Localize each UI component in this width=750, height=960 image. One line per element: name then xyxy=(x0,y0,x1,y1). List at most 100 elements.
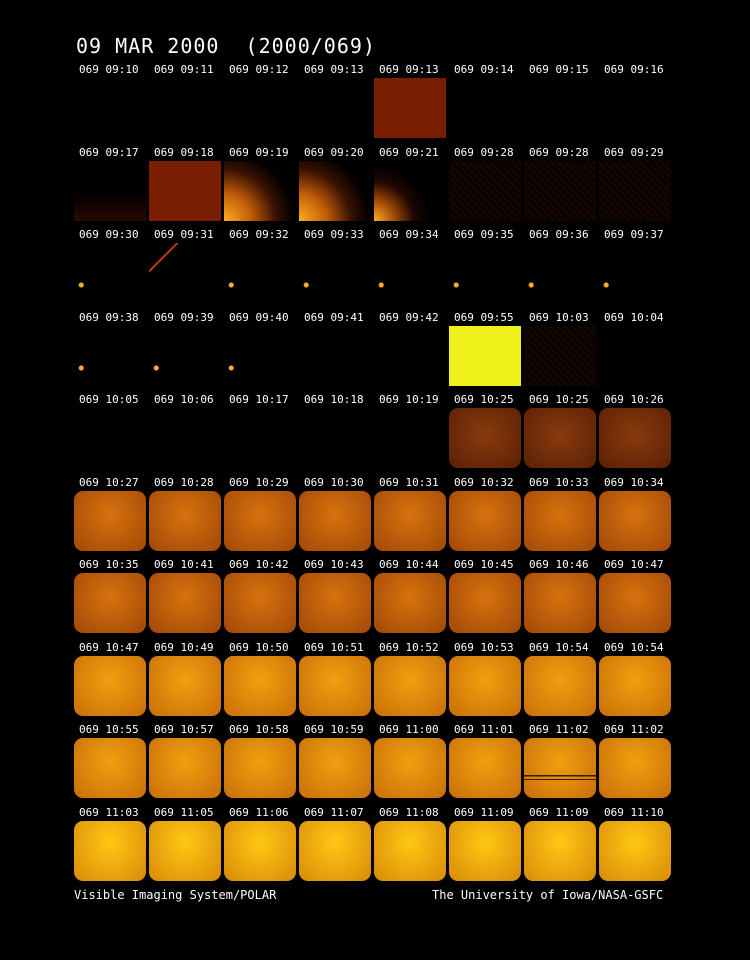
timestamp-label: 069 09:21 xyxy=(379,145,439,159)
camera-frame xyxy=(374,738,446,798)
image-cell: 069 10:35 xyxy=(74,558,149,640)
timestamp-label: 069 09:39 xyxy=(154,310,214,324)
timestamp-label: 069 11:02 xyxy=(604,723,664,736)
image-cell: 069 10:05 xyxy=(74,393,149,475)
image-cell: 069 10:50 xyxy=(224,641,299,723)
image-cell: 069 11:00 xyxy=(374,723,449,805)
camera-frame xyxy=(299,738,371,798)
image-cell: 069 09:13 xyxy=(299,63,374,145)
footer-credit-institution: The University of Iowa/NASA-GSFC xyxy=(432,888,664,902)
image-cell: 069 09:37 xyxy=(599,228,674,310)
image-cell: 069 09:30 xyxy=(74,228,149,310)
camera-frame xyxy=(74,820,146,881)
camera-frame xyxy=(224,573,296,633)
timestamp-label: 069 10:19 xyxy=(379,393,439,406)
image-cell: 069 11:06 xyxy=(224,806,299,888)
image-cell: 069 10:53 xyxy=(449,641,524,723)
footer-credit-instrument: Visible Imaging System/POLAR xyxy=(74,888,277,902)
image-cell: 069 09:17 xyxy=(74,146,149,228)
image-cell: 069 09:15 xyxy=(524,63,599,145)
image-cell: 069 09:13 xyxy=(374,63,449,145)
camera-frame xyxy=(449,243,521,303)
image-cell: 069 09:33 xyxy=(299,228,374,310)
image-cell: 069 10:18 xyxy=(299,393,374,475)
image-cell: 069 09:28 xyxy=(449,146,524,228)
camera-frame xyxy=(599,408,671,468)
timestamp-label: 069 09:36 xyxy=(529,228,589,241)
image-cell: 069 11:05 xyxy=(149,806,224,888)
image-cell: 069 09:14 xyxy=(449,63,524,145)
image-cell: 069 10:54 xyxy=(524,641,599,723)
timestamp-label: 069 10:18 xyxy=(304,393,364,406)
timestamp-label: 069 09:28 xyxy=(529,145,589,159)
camera-frame xyxy=(149,243,221,303)
timestamp-label: 069 10:51 xyxy=(304,640,364,654)
image-cell: 069 10:27 xyxy=(74,476,149,558)
image-cell: 069 10:30 xyxy=(299,476,374,558)
timestamp-label: 069 10:25 xyxy=(529,393,589,406)
image-cell: 069 10:52 xyxy=(374,641,449,723)
camera-frame xyxy=(74,243,146,303)
camera-frame xyxy=(374,490,446,551)
timestamp-label: 069 10:25 xyxy=(454,393,514,406)
camera-frame xyxy=(599,655,671,716)
image-cell: 069 09:19 xyxy=(224,146,299,228)
camera-frame xyxy=(224,325,296,386)
image-cell: 069 09:28 xyxy=(524,146,599,228)
timestamp-label: 069 10:29 xyxy=(229,475,289,489)
camera-frame xyxy=(224,408,296,468)
camera-frame xyxy=(299,490,371,551)
timestamp-label: 069 11:10 xyxy=(604,805,664,819)
camera-frame xyxy=(74,738,146,798)
timestamp-label: 069 10:43 xyxy=(304,558,364,571)
camera-frame xyxy=(524,573,596,633)
image-cell: 069 10:47 xyxy=(74,641,149,723)
timestamp-label: 069 10:05 xyxy=(79,393,139,406)
timestamp-label: 069 09:11 xyxy=(154,63,214,76)
camera-frame xyxy=(149,490,221,551)
timestamp-label: 069 10:06 xyxy=(154,393,214,406)
camera-frame xyxy=(149,820,221,881)
camera-frame xyxy=(599,738,671,798)
timestamp-label: 069 10:17 xyxy=(229,393,289,406)
timestamp-label: 069 10:55 xyxy=(79,723,139,736)
camera-frame xyxy=(299,78,371,138)
timestamp-label: 069 10:32 xyxy=(454,475,514,489)
camera-frame xyxy=(149,408,221,468)
camera-frame xyxy=(449,408,521,468)
camera-frame xyxy=(149,160,221,221)
camera-frame xyxy=(74,325,146,386)
camera-frame xyxy=(374,243,446,303)
camera-frame xyxy=(149,78,221,138)
timestamp-label: 069 11:06 xyxy=(229,805,289,819)
camera-frame xyxy=(599,243,671,303)
image-cell: 069 09:20 xyxy=(299,146,374,228)
image-cell: 069 09:29 xyxy=(599,146,674,228)
camera-frame xyxy=(449,573,521,633)
camera-frame xyxy=(299,160,371,221)
image-cell: 069 11:09 xyxy=(449,806,524,888)
image-cell: 069 10:54 xyxy=(599,641,674,723)
timestamp-label: 069 09:55 xyxy=(454,310,514,324)
timestamp-label: 069 09:40 xyxy=(229,310,289,324)
camera-frame xyxy=(74,160,146,221)
image-cell: 069 09:32 xyxy=(224,228,299,310)
camera-frame xyxy=(149,738,221,798)
camera-frame xyxy=(524,243,596,303)
image-cell: 069 09:16 xyxy=(599,63,674,145)
timestamp-label: 069 10:41 xyxy=(154,558,214,571)
image-cell: 069 11:01 xyxy=(449,723,524,805)
camera-frame xyxy=(74,655,146,716)
camera-frame xyxy=(149,573,221,633)
camera-frame xyxy=(599,160,671,221)
image-cell: 069 10:32 xyxy=(449,476,524,558)
timestamp-label: 069 09:29 xyxy=(604,145,664,159)
timestamp-label: 069 09:13 xyxy=(304,63,364,76)
timestamp-label: 069 10:59 xyxy=(304,723,364,736)
camera-frame xyxy=(524,160,596,221)
image-cell: 069 11:09 xyxy=(524,806,599,888)
timestamp-label: 069 10:44 xyxy=(379,558,439,571)
image-cell: 069 09:36 xyxy=(524,228,599,310)
image-cell: 069 10:04 xyxy=(599,311,674,393)
image-cell: 069 09:18 xyxy=(149,146,224,228)
